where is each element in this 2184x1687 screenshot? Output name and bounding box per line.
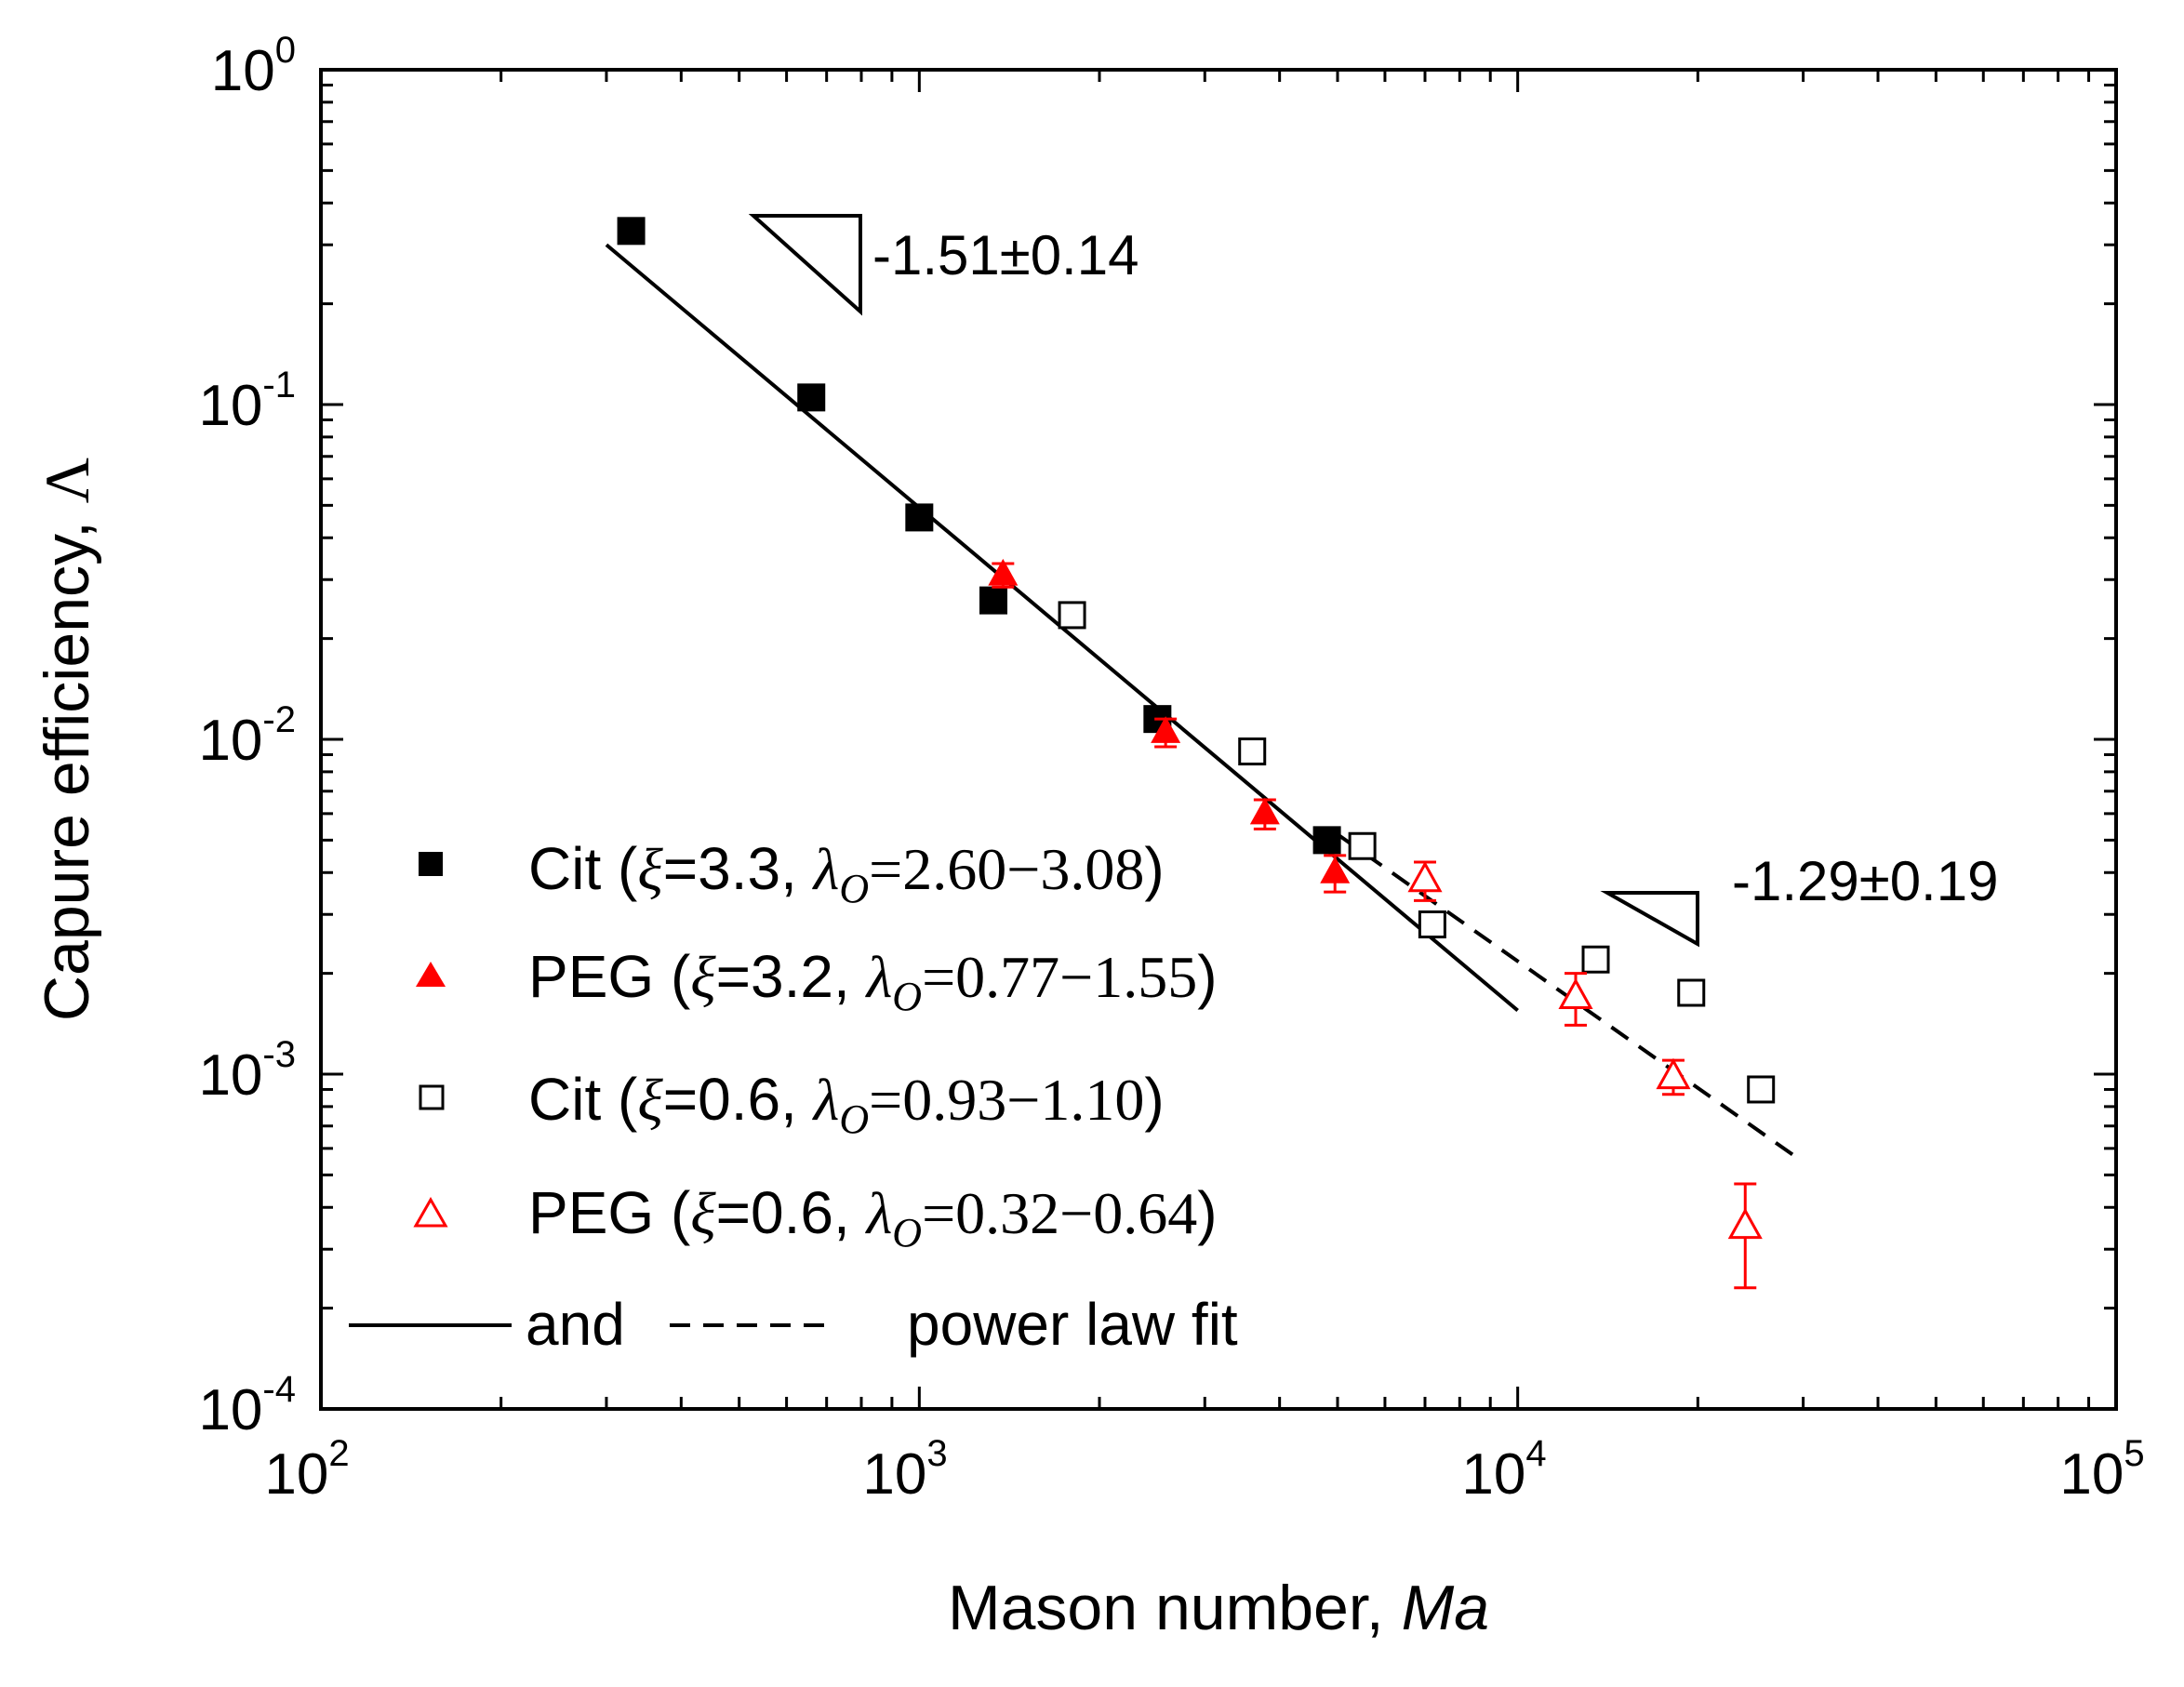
x-tick-labels: 102 103 104 105 bbox=[264, 1433, 2144, 1507]
y-tick-label: 10-1 bbox=[198, 365, 296, 438]
axis-ticks bbox=[319, 70, 2116, 1411]
x-tick-label: 104 bbox=[1461, 1433, 1546, 1507]
slope-annotation-dashed: -1.29±0.19 bbox=[1732, 850, 1998, 912]
y-axis-title: Capure efficiency, Λ bbox=[32, 458, 102, 1021]
data-point-series-2 bbox=[988, 558, 1019, 586]
data-point-series-2 bbox=[1320, 856, 1351, 883]
y-tick-label: 100 bbox=[211, 30, 296, 103]
data-point-series-4 bbox=[1656, 1057, 1691, 1090]
data-point-series-2 bbox=[1151, 716, 1181, 743]
y-tick-labels: 100 10-1 10-2 10-3 10-4 bbox=[198, 30, 296, 1442]
data-point-series-3 bbox=[1677, 978, 1706, 1007]
y-tick-label: 10-3 bbox=[198, 1034, 296, 1108]
x-tick-label: 105 bbox=[2059, 1433, 2144, 1507]
legend-marker-peg-3.2 bbox=[416, 962, 446, 987]
fit-lines bbox=[605, 243, 1796, 1158]
legend-fit-label: power law fit bbox=[907, 1291, 1238, 1358]
data-marks bbox=[617, 217, 1776, 1290]
data-point-series-1 bbox=[979, 586, 1008, 615]
data-point-series-3 bbox=[1581, 945, 1610, 974]
x-tick-label: 102 bbox=[264, 1433, 349, 1507]
data-point-series-1 bbox=[617, 217, 646, 246]
data-point-series-3 bbox=[1747, 1075, 1776, 1104]
x-tick-label: 103 bbox=[862, 1433, 947, 1507]
data-point-series-2 bbox=[1249, 797, 1280, 825]
legend-label-cit-3.3: Cit (ξ=3.3, λO=2.60−3.08) bbox=[528, 835, 1165, 911]
dashed-fit-line bbox=[1336, 832, 1796, 1158]
slope-annotation-solid: -1.51±0.14 bbox=[872, 224, 1139, 286]
data-point-series-4 bbox=[1407, 860, 1443, 893]
data-point-series-3 bbox=[1058, 601, 1086, 630]
legend-label-cit-0.6: Cit (ξ=0.6, λO=0.93−1.10) bbox=[528, 1066, 1165, 1142]
data-point-series-4 bbox=[1727, 1207, 1763, 1240]
y-tick-label: 10-2 bbox=[198, 699, 296, 773]
legend-marker-cit-0.6 bbox=[419, 1084, 445, 1110]
data-point-series-3 bbox=[1348, 831, 1377, 860]
legend-and-label: and bbox=[526, 1291, 625, 1358]
legend-label-peg-0.6: PEG (ξ=0.6, λO=0.32−0.64) bbox=[528, 1179, 1218, 1255]
legend: Cit (ξ=3.3, λO=2.60−3.08) PEG (ξ=3.2, λO… bbox=[349, 835, 1238, 1358]
data-point-series-4 bbox=[1558, 977, 1593, 1010]
data-point-series-1 bbox=[905, 503, 934, 532]
legend-marker-peg-0.6 bbox=[413, 1196, 448, 1228]
data-point-series-1 bbox=[1312, 826, 1341, 855]
slope-triangle-solid bbox=[748, 214, 862, 316]
data-point-series-1 bbox=[797, 383, 826, 412]
data-point-series-3 bbox=[1418, 910, 1446, 939]
data-point-series-3 bbox=[1238, 737, 1267, 766]
slope-triangle-dashed bbox=[1600, 891, 1699, 948]
y-tick-label: 10-4 bbox=[198, 1369, 296, 1442]
legend-label-peg-3.2: PEG (ξ=3.2, λO=0.77−1.55) bbox=[528, 943, 1218, 1019]
legend-marker-cit-3.3 bbox=[419, 852, 443, 876]
x-axis-title: Mason number, Ma bbox=[948, 1573, 1489, 1643]
